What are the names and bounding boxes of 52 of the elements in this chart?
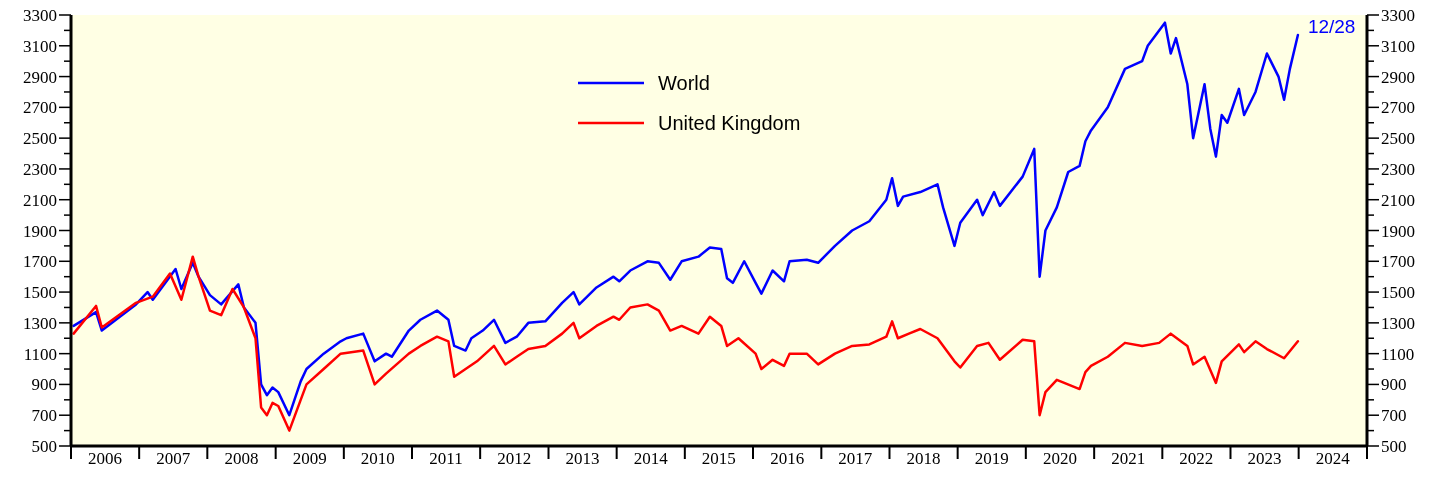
y2-tick-label: 2100 bbox=[1381, 190, 1415, 210]
y-tick-label: 1700 bbox=[23, 252, 57, 272]
y-tick-label: 500 bbox=[31, 437, 57, 456]
y-tick-label: 1100 bbox=[23, 344, 57, 364]
x-tick-label: 2011 bbox=[429, 449, 463, 468]
y2-tick-label: 700 bbox=[1381, 406, 1407, 426]
x-tick-label: 2007 bbox=[156, 449, 191, 468]
y-tick-label: 3300 bbox=[23, 6, 57, 25]
y-tick-label: 2100 bbox=[23, 190, 57, 210]
y-tick-label: 900 bbox=[31, 375, 57, 395]
y2-tick-label: 2500 bbox=[1381, 129, 1415, 149]
y2-tick-label: 3300 bbox=[1381, 6, 1415, 25]
x-tick-label: 2006 bbox=[87, 449, 122, 468]
y-tick-label: 1500 bbox=[23, 283, 57, 303]
x-tick-label: 2016 bbox=[770, 449, 805, 468]
y2-tick-label: 1300 bbox=[1381, 313, 1415, 333]
x-tick-label: 2019 bbox=[974, 449, 1009, 468]
x-tick-label: 2020 bbox=[1042, 449, 1077, 468]
x-tick-label: 2009 bbox=[292, 449, 327, 468]
x-tick-label: 2023 bbox=[1247, 449, 1282, 468]
x-tick-label: 2015 bbox=[701, 449, 736, 468]
y2-tick-label: 1700 bbox=[1381, 252, 1415, 272]
x-tick-label: 2014 bbox=[633, 449, 669, 468]
y-tick-label: 2300 bbox=[23, 159, 57, 179]
legend-label: United Kingdom bbox=[658, 111, 801, 135]
y-tick-label: 2500 bbox=[23, 129, 57, 149]
x-tick-label: 2017 bbox=[838, 449, 873, 468]
y2-tick-label: 500 bbox=[1381, 437, 1407, 456]
y-tick-label: 1300 bbox=[23, 313, 57, 333]
y-tick-label: 3100 bbox=[23, 36, 57, 56]
x-tick-label: 2013 bbox=[565, 449, 600, 468]
y2-tick-label: 1900 bbox=[1381, 221, 1415, 241]
x-tick-label: 2018 bbox=[906, 449, 941, 468]
y-tick-label: 2900 bbox=[23, 67, 57, 87]
x-tick-label: 2024 bbox=[1315, 449, 1351, 468]
legend-label: World bbox=[658, 71, 710, 95]
annotation: 12/28 bbox=[1307, 16, 1356, 38]
x-tick-label: 2012 bbox=[497, 449, 532, 468]
y2-tick-label: 900 bbox=[1381, 375, 1407, 395]
y-tick-label: 700 bbox=[31, 406, 57, 426]
x-tick-label: 2010 bbox=[360, 449, 395, 468]
x-tick-label: 2022 bbox=[1179, 449, 1214, 468]
y2-tick-label: 2700 bbox=[1381, 98, 1415, 118]
y2-tick-label: 3100 bbox=[1381, 36, 1415, 56]
y2-tick-label: 2300 bbox=[1381, 159, 1415, 179]
y2-tick-label: 1100 bbox=[1381, 344, 1415, 364]
y2-tick-label: 2900 bbox=[1381, 67, 1415, 87]
y-tick-label: 2700 bbox=[23, 98, 57, 118]
x-tick-label: 2021 bbox=[1111, 449, 1146, 468]
y-tick-label: 1900 bbox=[23, 221, 57, 241]
x-tick-label: 2008 bbox=[224, 449, 259, 468]
y2-tick-label: 1500 bbox=[1381, 283, 1415, 303]
